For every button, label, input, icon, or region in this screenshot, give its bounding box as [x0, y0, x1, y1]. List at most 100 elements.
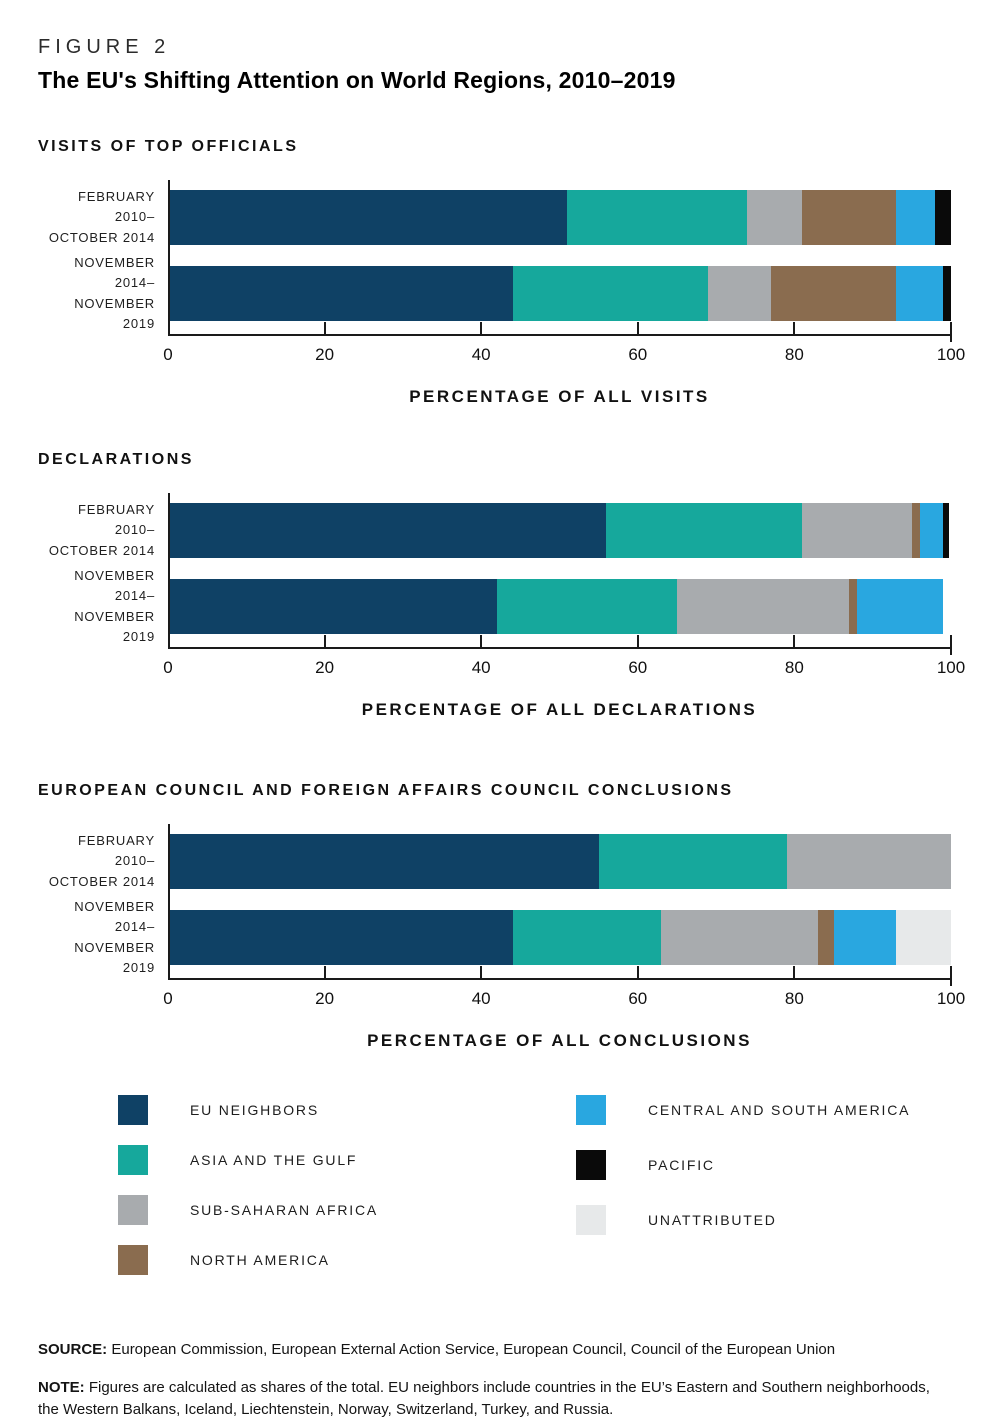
row-label: NOVEMBER 2014– NOVEMBER 2019: [74, 568, 155, 644]
axis-tick-label: 60: [628, 345, 648, 364]
bar-row: [168, 834, 951, 889]
bar-segment-eu-neighbors: [168, 834, 599, 889]
spacer-cell: [38, 369, 168, 407]
chart-grid: FEBRUARY 2010– OCTOBER 2014 NOVEMBER 2014–…: [38, 493, 965, 720]
chart-section: VISITS OF TOP OFFICIALS FEBRUARY 2010– OCT…: [38, 138, 965, 407]
axis-tick: [950, 635, 952, 655]
bar-row: [168, 579, 951, 634]
axis-tick-labels: 0 20 40 60 80 100: [163, 658, 965, 682]
legend-swatch-pacific: [576, 1150, 606, 1180]
spacer-cell: [38, 1013, 168, 1051]
axis-tick-label: 20: [315, 658, 335, 677]
bar-row: [168, 910, 951, 965]
bar-segment-unattributed: [896, 910, 951, 965]
legend-swatch-central-south-america: [576, 1095, 606, 1125]
legend-item-unattributed: UNATTRIBUTED: [576, 1205, 910, 1235]
bar-segment-asia-gulf: [567, 190, 748, 245]
axis-tick: [636, 635, 639, 647]
x-axis-title: PERCENTAGE OF ALL CONCLUSIONS: [367, 1031, 752, 1050]
bar-segment-asia-gulf: [496, 579, 677, 634]
chart-section-title: DECLARATIONS: [38, 451, 194, 468]
bar-segment-eu-neighbors: [168, 503, 607, 558]
bar-labels-column: FEBRUARY 2010– OCTOBER 2014 NOVEMBER 2014–…: [38, 824, 168, 980]
axis-tick-label: 0: [163, 658, 173, 677]
legend-label-central-south-america: CENTRAL AND SOUTH AMERICA: [648, 1102, 911, 1118]
bar-segment-asia-gulf: [606, 503, 803, 558]
bar-segment-central-south-america: [896, 266, 944, 321]
spacer-cell: [38, 649, 168, 682]
bar-segment-north-america: [802, 190, 897, 245]
chart-section-title: EUROPEAN COUNCIL AND FOREIGN AFFAIRS COU…: [38, 782, 734, 799]
bar-segment-eu-neighbors: [168, 266, 513, 321]
bar-row: [168, 190, 951, 245]
axis-tick-label: 40: [471, 989, 491, 1008]
axis-tick: [950, 966, 952, 986]
figure-label: FIGURE 2: [38, 36, 171, 58]
legend-label-sub-saharan-africa: SUB-SAHARAN AFRICA: [190, 1202, 378, 1218]
bar-segment-central-south-america: [919, 503, 944, 558]
bar-segment-sub-saharan-africa: [747, 190, 803, 245]
bar-segment-north-america: [770, 266, 897, 321]
bar-segment-sub-saharan-africa: [676, 579, 850, 634]
axis-tick: [793, 322, 796, 334]
bar-segment-pacific: [935, 190, 951, 245]
bar-segment-north-america: [817, 910, 834, 965]
axis-tick-label: 40: [471, 658, 491, 677]
spacer-cell: [38, 682, 168, 720]
legend-label-unattributed: UNATTRIBUTED: [648, 1212, 777, 1228]
bar-segment-central-south-america: [857, 579, 944, 634]
bar-segment-asia-gulf: [512, 910, 662, 965]
source-note: SOURCE: European Commission, European Ex…: [38, 1339, 950, 1362]
legend-item-north-america: NORTH AMERICA: [118, 1245, 498, 1275]
bar-segment-asia-gulf: [512, 266, 709, 321]
chart-section: EUROPEAN COUNCIL AND FOREIGN AFFAIRS COU…: [38, 782, 965, 1051]
axis-tick-label: 100: [936, 345, 966, 364]
spacer-cell: [38, 980, 168, 1013]
axis-tick-label: 0: [163, 989, 173, 1008]
plot-area: [168, 180, 952, 342]
bar-segment-pacific: [943, 266, 951, 321]
axis-tick-label: 100: [936, 989, 966, 1008]
plot-area: [168, 493, 952, 655]
legend-swatch-unattributed: [576, 1205, 606, 1235]
x-axis-title: PERCENTAGE OF ALL DECLARATIONS: [361, 700, 758, 719]
row-label: FEBRUARY 2010– OCTOBER 2014: [48, 189, 155, 245]
axis-tick-label: 0: [163, 345, 173, 364]
charts-container: VISITS OF TOP OFFICIALS FEBRUARY 2010– OCT…: [38, 138, 965, 1051]
chart-grid: FEBRUARY 2010– OCTOBER 2014 NOVEMBER 2014–…: [38, 824, 965, 1051]
legend-label-pacific: PACIFIC: [648, 1157, 715, 1173]
axis-tick-labels: 0 20 40 60 80 100: [163, 345, 965, 369]
bar-segment-sub-saharan-africa: [661, 910, 818, 965]
chart-grid: FEBRUARY 2010– OCTOBER 2014 NOVEMBER 2014–…: [38, 180, 965, 407]
axis-tick: [323, 635, 326, 647]
bar-labels-column: FEBRUARY 2010– OCTOBER 2014 NOVEMBER 2014–…: [38, 493, 168, 649]
legend-column-left: EU NEIGHBORS ASIA AND THE GULF SUB-SAHARAN…: [118, 1095, 498, 1295]
bar-segment-eu-neighbors: [168, 190, 568, 245]
chart-section: DECLARATIONS FEBRUARY 2010– OCTOBER 2014 NO…: [38, 451, 965, 720]
axis-tick-label: 60: [628, 989, 648, 1008]
legend-item-sub-saharan-africa: SUB-SAHARAN AFRICA: [118, 1195, 498, 1225]
legend-item-pacific: PACIFIC: [576, 1150, 910, 1180]
axis-tick-labels: 0 20 40 60 80 100: [163, 989, 965, 1013]
row-label: NOVEMBER 2014– NOVEMBER 2019: [74, 899, 155, 975]
legend-item-eu-neighbors: EU NEIGHBORS: [118, 1095, 498, 1125]
y-axis-line: [168, 180, 170, 334]
axis-tick: [793, 635, 796, 647]
bar-segment-north-america: [911, 503, 920, 558]
bar-segment-sub-saharan-africa: [786, 834, 951, 889]
y-axis-line: [168, 824, 170, 978]
bar-segment-north-america: [849, 579, 858, 634]
axis-tick: [636, 966, 639, 978]
axis-tick: [480, 966, 483, 978]
row-label: NOVEMBER 2014– NOVEMBER 2019: [74, 255, 155, 331]
legend-label-eu-neighbors: EU NEIGHBORS: [190, 1102, 319, 1118]
axis-tick-label: 80: [784, 989, 804, 1008]
legend-swatch-eu-neighbors: [118, 1095, 148, 1125]
axis-tick: [793, 966, 796, 978]
row-label: FEBRUARY 2010– OCTOBER 2014: [48, 833, 155, 889]
bar-segment-pacific: [943, 503, 949, 558]
page-title: The EU's Shifting Attention on World Reg…: [38, 67, 676, 93]
bar-segment-eu-neighbors: [168, 579, 497, 634]
source-label: SOURCE:: [38, 1341, 108, 1358]
legend-label-asia-gulf: ASIA AND THE GULF: [190, 1152, 358, 1168]
